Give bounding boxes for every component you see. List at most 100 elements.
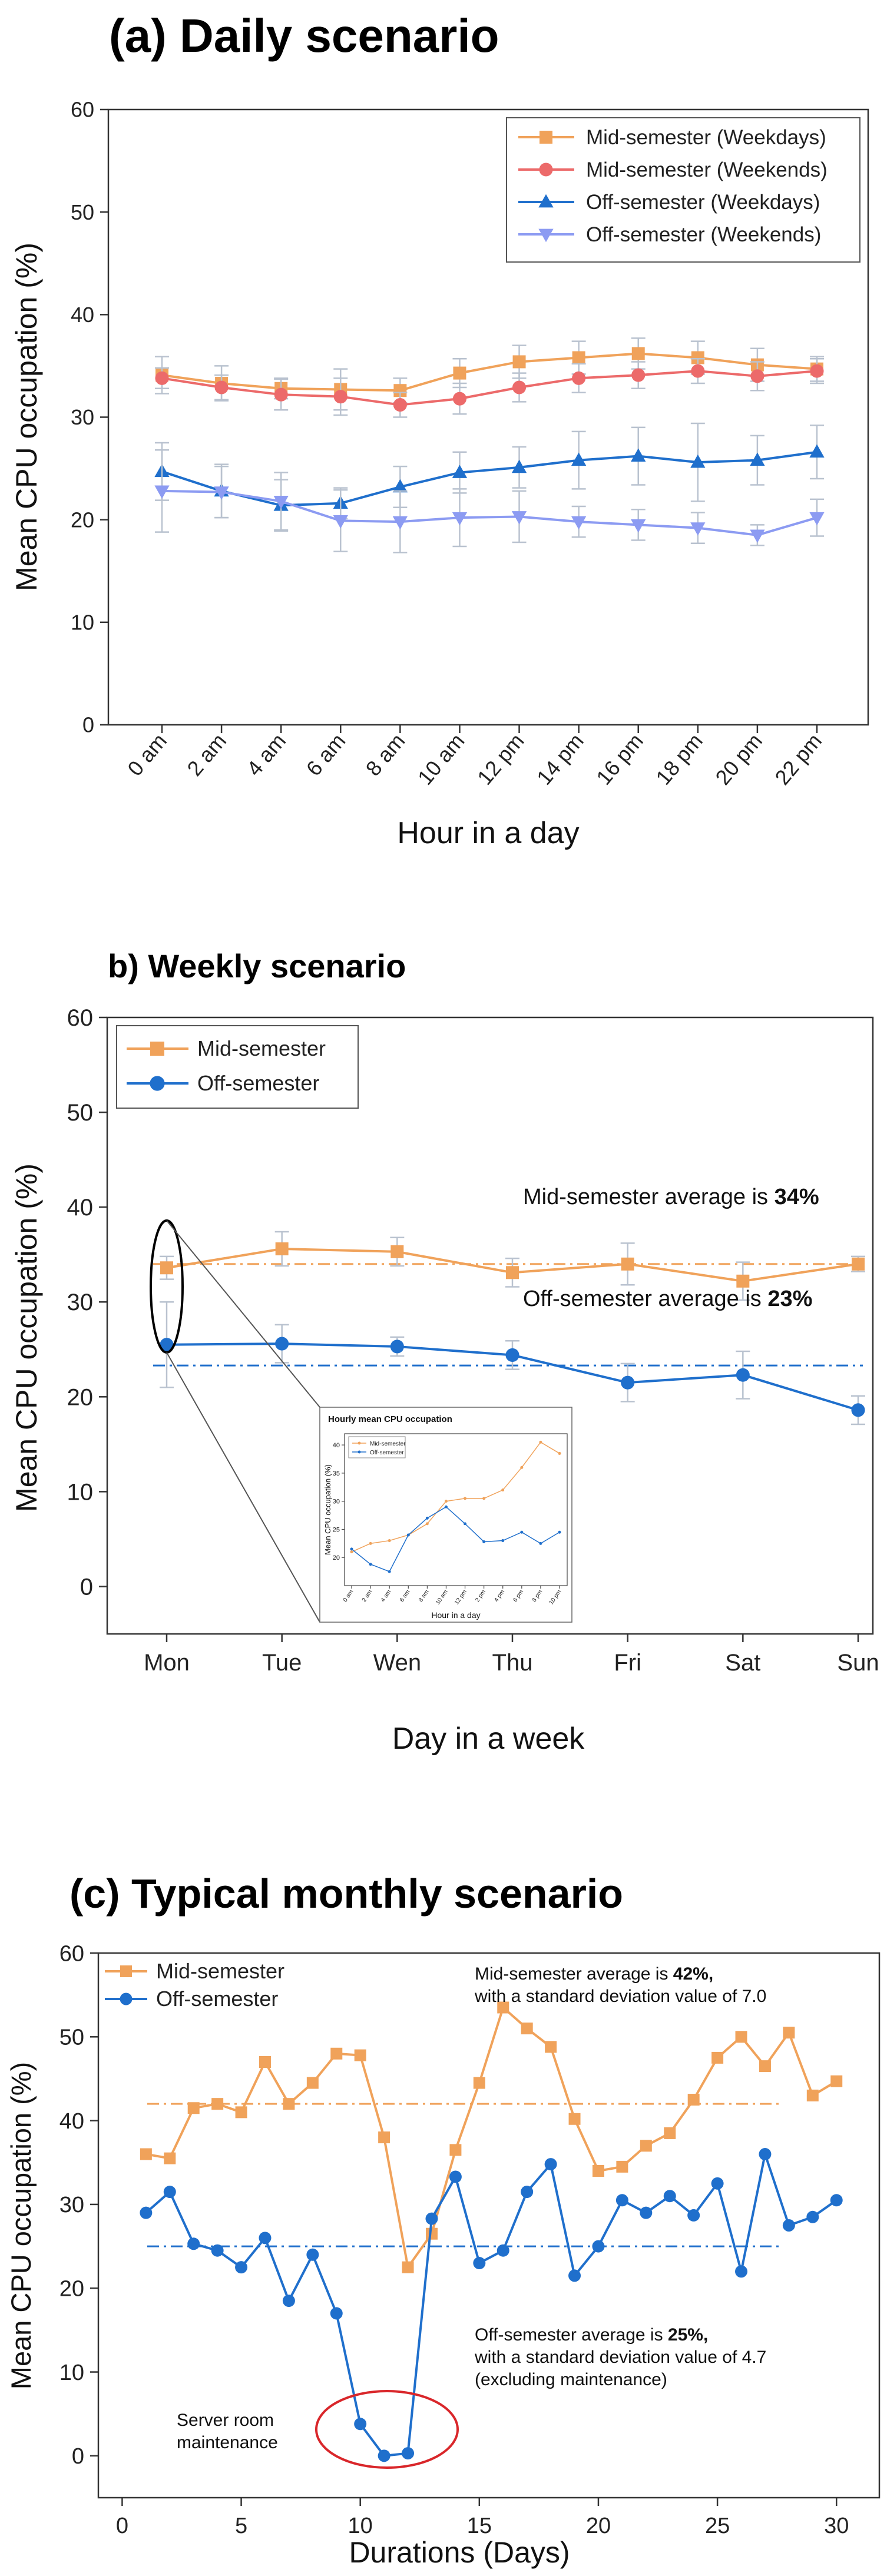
legend-c-mid-label: Mid-semester	[156, 1959, 284, 1983]
inset-y-label: Mean CPU occupation (%)	[323, 1464, 332, 1555]
c-point-mid-semester-25	[735, 2031, 747, 2043]
c-point-off-semester-2	[187, 2237, 200, 2250]
panel-a-series	[154, 337, 825, 553]
a-xtick-label-4-am: 4 am	[241, 729, 290, 781]
a-point-mid-semester-weekends-1	[214, 380, 229, 394]
c-point-mid-semester-16	[521, 2023, 533, 2035]
a-line-mid-semester-weekends	[161, 370, 818, 406]
panel-c-off-std-note: with a standard deviation value of 4.7	[474, 2348, 766, 2367]
c-xtick-label-20: 20	[586, 2514, 611, 2538]
c-point-off-semester-8	[330, 2307, 343, 2320]
a-point-off-semester-weekdays-11	[809, 444, 825, 458]
a-point-off-semester-weekends-5	[452, 512, 468, 526]
inset-point-off-semester-10	[539, 1541, 542, 1545]
panel-b-title: b) Weekly scenario	[108, 947, 406, 984]
a-point-mid-semester-weekends-6	[512, 380, 527, 394]
panel-c-title: (c) Typical monthly scenario	[69, 1871, 623, 1917]
b-ytick-label-0: 0	[80, 1574, 93, 1600]
inset-point-mid-semester-0	[350, 1550, 353, 1554]
c-point-off-semester-27	[782, 2219, 795, 2232]
panel-c-x-label: Durations (Days)	[349, 2536, 570, 2569]
inset-point-mid-semester-8	[501, 1488, 505, 1492]
c-point-off-semester-3	[211, 2244, 224, 2257]
c-point-off-semester-9	[354, 2418, 367, 2431]
a-xtick-label-12-pm: 12 pm	[472, 729, 529, 790]
a-point-off-semester-weekends-10	[750, 529, 765, 543]
panel-b-x-label: Day in a week	[392, 1722, 585, 1756]
b-point-off-semester-4	[621, 1375, 635, 1390]
panel-a-legend: Mid-semester (Weekdays) Mid-semester (We…	[506, 117, 860, 263]
panel-b-series	[160, 1231, 865, 1425]
b-xtick-label-thu: Thu	[492, 1650, 533, 1676]
panel-a-x-axis: 0 am 2 am 4 am 6 am 8 am 10 am 12 pm 14 pm 16 pm…	[123, 725, 826, 790]
c-point-off-semester-21	[640, 2206, 653, 2219]
panel-c-maintenance-ellipse	[315, 2390, 459, 2469]
c-point-off-semester-22	[663, 2190, 676, 2203]
inset-point-mid-semester-6	[464, 1497, 467, 1500]
b-point-mid-semester-0	[160, 1261, 173, 1275]
legend-b-off-label: Off-semester	[197, 1071, 319, 1095]
b-point-off-semester-5	[736, 1368, 750, 1382]
inset-legend-off-label: Off-semester	[370, 1450, 404, 1456]
b-ytick-label-30: 30	[67, 1289, 94, 1315]
c-point-off-semester-15	[497, 2244, 509, 2257]
panel-c-monthly: (c) Typical monthly scenario 01020304050…	[5, 1871, 881, 2569]
a-point-off-semester-weekends-0	[154, 485, 170, 499]
c-point-mid-semester-20	[616, 2160, 628, 2173]
panel-b-off-average-note: Off-semester average is 23%	[523, 1287, 812, 1311]
a-ytick-label-40: 40	[71, 303, 94, 327]
c-point-mid-semester-29	[830, 2075, 843, 2087]
a-xtick-label-0-am: 0 am	[123, 729, 171, 781]
panel-c-legend: Mid-semester Off-semester	[105, 1959, 284, 2011]
inset-y-axis: 20 25 30 35 40	[333, 1442, 345, 1561]
inset-point-off-semester-1	[369, 1563, 372, 1566]
a-point-mid-semester-weekends-11	[810, 364, 824, 378]
b-xtick-label-mon: Mon	[144, 1650, 190, 1676]
c-xtick-label-5: 5	[235, 2514, 247, 2538]
c-point-mid-semester-1	[164, 2152, 176, 2164]
a-point-mid-semester-weekdays-8	[631, 347, 645, 360]
panel-c-mid-average-note: Mid-semester average is 42%,	[475, 1964, 713, 1984]
c-point-off-semester-17	[544, 2158, 557, 2171]
a-point-off-semester-weekdays-6	[511, 459, 527, 473]
legend-a-marker-mid-semester-weekends	[539, 163, 553, 177]
inset-ytick-label-35: 35	[333, 1470, 340, 1477]
panel-a-y-label: Mean CPU occupation (%)	[10, 243, 43, 591]
legend-c-off-label: Off-semester	[156, 1987, 278, 2011]
c-point-off-semester-0	[140, 2206, 153, 2219]
inset-line-off-semester	[351, 1506, 560, 1573]
a-point-mid-semester-weekends-2	[274, 387, 288, 402]
panel-a-legend-box	[506, 117, 860, 263]
inset-x-label: Hour in a day	[431, 1610, 480, 1620]
b-point-mid-semester-2	[390, 1245, 404, 1258]
a-xtick-label-2-am: 2 am	[182, 729, 231, 781]
inset-legend: Mid-semester Off-semester	[348, 1436, 406, 1458]
c-point-mid-semester-6	[283, 2098, 295, 2110]
b-point-mid-semester-3	[506, 1266, 519, 1279]
panel-b-legend-box	[116, 1025, 359, 1109]
a-point-off-semester-weekends-4	[392, 516, 408, 530]
inset-point-off-semester-11	[558, 1530, 561, 1534]
c-point-off-semester-4	[235, 2261, 248, 2274]
inset-point-mid-semester-9	[520, 1466, 524, 1469]
c-point-mid-semester-11	[402, 2261, 414, 2273]
a-point-off-semester-weekends-9	[690, 522, 706, 536]
c-point-mid-semester-13	[449, 2144, 462, 2156]
c-point-mid-semester-7	[306, 2077, 319, 2089]
c-point-off-semester-19	[592, 2240, 605, 2253]
panel-b-y-label: Mean CPU occupation (%)	[10, 1163, 43, 1512]
c-point-off-semester-20	[615, 2194, 628, 2207]
c-point-mid-semester-14	[473, 2077, 485, 2089]
c-point-off-semester-7	[306, 2248, 319, 2261]
c-point-off-semester-14	[473, 2257, 486, 2270]
a-point-off-semester-weekends-3	[333, 515, 348, 529]
panel-c-maintenance-note-line1: Server room	[177, 2411, 274, 2430]
inset-point-mid-semester-1	[369, 1541, 372, 1545]
c-point-mid-semester-15	[497, 2001, 509, 2014]
b-ytick-label-50: 50	[67, 1100, 94, 1126]
c-point-mid-semester-2	[187, 2102, 200, 2114]
inset-point-mid-semester-2	[388, 1539, 391, 1543]
panel-c-maintenance-note-line2: maintenance	[177, 2433, 278, 2452]
